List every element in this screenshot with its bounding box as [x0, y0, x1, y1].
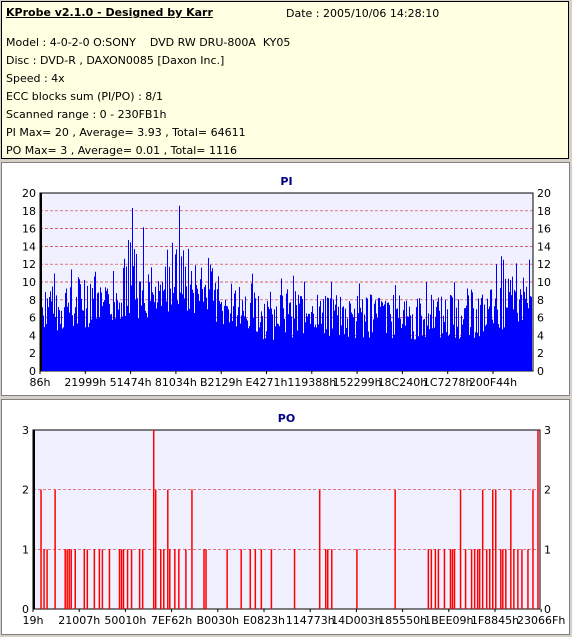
y-tick-label-left: 4: [29, 329, 36, 342]
y-tick-label-left: 12: [22, 258, 36, 271]
y-tick-label-left: 8: [29, 294, 36, 307]
x-tick-label: 21007h: [58, 614, 100, 627]
x-tick-label: 50010h: [104, 614, 146, 627]
po-chart: PO 0 0 1 1 2 2 3 3 19h 21007h 50010h 7EF62h B0030h E08…: [22, 412, 565, 627]
y-tick-label-right: 6: [537, 312, 544, 325]
y-tick-label-left: 0: [22, 603, 29, 616]
y-tick-label-right: 0: [537, 365, 544, 378]
disc-line: Disc : DVD-R , DAXON0085 [Daxon Inc.]: [6, 54, 225, 67]
y-tick-label-right: 10: [537, 276, 551, 289]
x-tick-label: 51474h: [110, 376, 152, 389]
x-tick-label: 200F44h: [469, 376, 517, 389]
x-tick-label: E0823h: [243, 614, 285, 627]
y-tick-label-left: 2: [29, 347, 36, 360]
x-tick-label: 14D003h: [331, 614, 381, 627]
range-line: Scanned range : 0 - 230FB1h: [6, 108, 167, 121]
x-tick-label: 86h: [30, 376, 51, 389]
x-tick-label: 119388h: [287, 376, 336, 389]
x-tick-label: 19h: [23, 614, 44, 627]
y-tick-label-right: 2: [544, 484, 551, 497]
y-tick-label-left: 0: [29, 365, 36, 378]
y-tick-label-left: 20: [22, 187, 36, 200]
y-tick-label-right: 12: [537, 258, 551, 271]
y-tick-label-right: 18: [537, 205, 551, 218]
x-tick-label: 23066Fh: [517, 614, 565, 627]
ecc-line: ECC blocks sum (PI/PO) : 8/1: [6, 90, 163, 103]
x-tick-label: 1F8845h: [471, 614, 519, 627]
y-tick-label-left: 16: [22, 223, 36, 236]
x-tick-label: B2129h: [200, 376, 243, 389]
chart-title: PI: [280, 175, 292, 188]
scan-date: Date : 2005/10/06 14:28:10: [286, 7, 440, 20]
y-tick-label-left: 14: [22, 240, 36, 253]
y-tick-label-left: 18: [22, 205, 36, 218]
y-tick-label-right: 8: [537, 294, 544, 307]
po-chart-panel: PO 0 0 1 1 2 2 3 3 19h 21007h 50010h 7EF62h B0030h E08…: [1, 399, 570, 635]
po-bars: [40, 430, 539, 609]
x-tick-label: 18C240h: [378, 376, 428, 389]
speed-line: Speed : 4x: [6, 72, 65, 85]
y-tick-label-right: 0: [544, 603, 551, 616]
y-tick-label-right: 4: [537, 329, 544, 342]
y-tick-label-right: 20: [537, 187, 551, 200]
y-tick-label-left: 3: [22, 424, 29, 437]
y-tick-label-left: 6: [29, 312, 36, 325]
pi-chart-panel: PI 0 0 2 2 4 4 6 6 8 8 10 10 12 12 14 14 16 16 18 18 20 20 86h 2…: [1, 162, 570, 396]
chart-title: PO: [278, 412, 295, 425]
y-tick-label-left: 10: [22, 276, 36, 289]
pi-bars: [41, 205, 532, 371]
y-tick-label-right: 1: [544, 543, 551, 556]
x-tick-label: 21999h: [64, 376, 106, 389]
pi-chart: PI 0 0 2 2 4 4 6 6 8 8 10 10 12 12 14 14 16 16 18 18 20 20 86h 2…: [22, 175, 551, 389]
model-line: Model : 4-0-2-0 O:SONY DVD RW DRU-800A K…: [6, 36, 291, 49]
info-panel: KProbe v2.1.0 - Designed by Karr Date : …: [1, 1, 569, 159]
x-tick-label: 185550h: [378, 614, 427, 627]
y-tick-label-right: 2: [537, 347, 544, 360]
y-tick-label-right: 16: [537, 223, 551, 236]
plot-area: [32, 429, 541, 610]
x-tick-label: E4271h: [246, 376, 288, 389]
y-tick-label-right: 3: [544, 424, 551, 437]
x-tick-label: B0030h: [197, 614, 240, 627]
x-tick-label: 114773h: [286, 614, 335, 627]
pi-summary-line: PI Max= 20 , Average= 3.93 , Total= 6461…: [6, 126, 246, 139]
y-tick-label-left: 1: [22, 543, 29, 556]
y-tick-label-left: 2: [22, 484, 29, 497]
x-tick-label: 7EF62h: [151, 614, 192, 627]
x-tick-label: 1BEE09h: [424, 614, 473, 627]
y-tick-label-right: 14: [537, 240, 551, 253]
app-title: KProbe v2.1.0 - Designed by Karr: [6, 6, 213, 19]
po-summary-line: PO Max= 3 , Average= 0.01 , Total= 1116: [6, 144, 237, 157]
x-tick-label: 81034h: [155, 376, 197, 389]
x-tick-label: 152299h: [333, 376, 382, 389]
x-tick-label: 1C7278h: [423, 376, 473, 389]
